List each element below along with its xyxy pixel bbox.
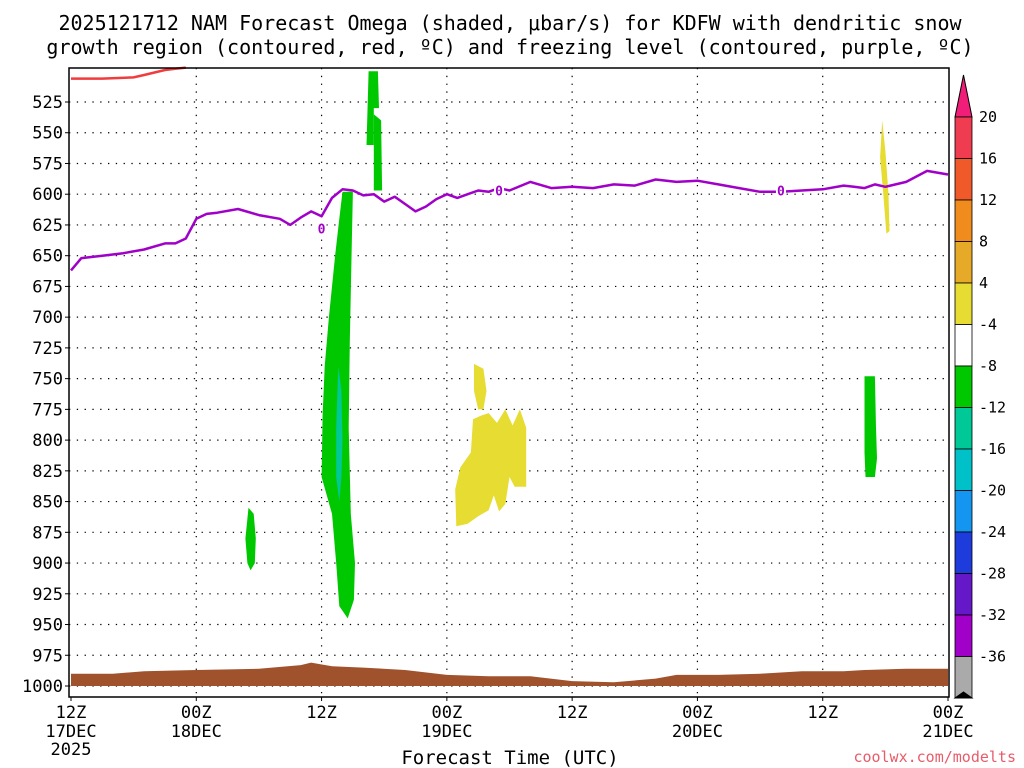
credit-text: coolwx.com/modelts — [853, 748, 1016, 766]
colorbar-label: -28 — [979, 565, 1006, 583]
omega-region-4 — [880, 120, 890, 234]
freezing-level-label-bg — [316, 220, 327, 237]
colorbar-label: -4 — [979, 316, 997, 334]
colorbar-label: -32 — [979, 606, 1006, 624]
y-tick-label: 725 — [32, 339, 63, 359]
colorbar-label: -36 — [979, 648, 1006, 666]
colorbar-swatch — [954, 241, 973, 284]
y-tick-label: 750 — [32, 370, 63, 390]
plot-frame — [68, 67, 950, 698]
x-tick-date-label: 17DEC — [45, 722, 96, 742]
omega-region--4 — [373, 114, 383, 191]
colorbar: 20 16 12 8 4 -4 -8 -12 -16 -20 -24 -28 -32 -36 — [953, 74, 1006, 699]
colorbar-swatch — [954, 116, 973, 159]
y-tick-label: 925 — [32, 585, 63, 605]
colorbar-label: -20 — [979, 482, 1006, 500]
y-tick-label: 950 — [32, 616, 63, 636]
y-tick-label: 650 — [32, 247, 63, 267]
x-tick-date-label: 21DEC — [922, 722, 973, 742]
y-tick-label: 700 — [32, 308, 63, 328]
x-tick-year-label: 2025 — [51, 740, 92, 760]
freezing-level-label-bg — [775, 182, 786, 199]
grid-lines — [65, 68, 949, 701]
x-tick-hour-label: 00Z — [181, 703, 212, 723]
colorbar-swatch — [954, 490, 973, 533]
y-axis-tick-labels: 525 550 575 600 625 650 675 700 725 750 775 800 825 8… — [22, 93, 63, 697]
colorbar-label: -12 — [979, 399, 1006, 417]
x-axis-label: Forecast Time (UTC) — [401, 747, 618, 768]
y-tick-label: 800 — [32, 431, 63, 451]
colorbar-label: 16 — [979, 150, 997, 168]
colorbar-swatch — [954, 407, 973, 450]
y-tick-label: 825 — [32, 462, 63, 482]
y-tick-label: 675 — [32, 277, 63, 297]
colorbar-swatch — [954, 531, 973, 574]
x-tick-hour-label: 12Z — [306, 703, 337, 723]
ground-layer — [71, 662, 948, 686]
contours: 0 0 0 — [70, 66, 949, 272]
x-tick-date-label: 18DEC — [171, 722, 222, 742]
y-tick-label: 975 — [32, 646, 63, 666]
colorbar-swatch — [954, 282, 973, 325]
y-tick-label: 1000 — [22, 677, 63, 697]
colorbar-label: 20 — [979, 108, 997, 126]
colorbar-swatch — [954, 158, 973, 201]
colorbar-swatch — [954, 199, 973, 242]
dgz-contour-line — [71, 66, 186, 80]
x-tick-hour-label: 00Z — [431, 703, 462, 723]
omega-shading — [245, 71, 890, 619]
x-tick-hour-label: 00Z — [682, 703, 713, 723]
y-tick-label: 775 — [32, 400, 63, 420]
ground-surface-mark — [71, 662, 948, 686]
colorbar-label: 8 — [979, 233, 988, 251]
colorbar-label: -24 — [979, 523, 1006, 541]
omega-region--4 — [366, 71, 379, 145]
freezing-level-label: 0 — [777, 185, 785, 200]
colorbar-swatch — [954, 365, 973, 408]
x-tick-date-label: 19DEC — [421, 722, 472, 742]
colorbar-swatch — [954, 448, 973, 491]
y-tick-label: 900 — [32, 554, 63, 574]
colorbar-label: 4 — [979, 274, 988, 292]
colorbar-swatch — [954, 614, 973, 657]
y-tick-label: 850 — [32, 493, 63, 513]
x-tick-date-label: 20DEC — [672, 722, 723, 742]
colorbar-label: 12 — [979, 191, 997, 209]
y-tick-label: 625 — [32, 216, 63, 236]
omega-region--4 — [864, 376, 877, 477]
y-tick-label: 575 — [32, 154, 63, 174]
freezing-level-line — [70, 169, 949, 272]
colorbar-label: -8 — [979, 357, 997, 375]
x-tick-hour-label: 12Z — [56, 703, 87, 723]
omega-region--4 — [245, 507, 256, 571]
y-tick-label: 550 — [32, 124, 63, 144]
y-tick-label: 600 — [32, 185, 63, 205]
omega-region-4 — [474, 363, 487, 410]
freezing-level-label: 0 — [318, 223, 326, 238]
colorbar-swatch — [954, 324, 973, 367]
colorbar-label: -16 — [979, 440, 1006, 458]
y-tick-label: 525 — [32, 93, 63, 113]
chart-title-line-1: 2025121712 NAM Forecast Omega (shaded, μ… — [58, 11, 962, 35]
x-tick-hour-label: 12Z — [807, 703, 838, 723]
omega-region--8 — [336, 366, 343, 502]
x-tick-hour-label: 00Z — [933, 703, 964, 723]
colorbar-swatch — [954, 573, 973, 616]
freezing-level-label-bg — [494, 182, 505, 199]
colorbar-top-arrow — [954, 74, 973, 118]
x-tick-hour-label: 12Z — [557, 703, 588, 723]
omega-region-4 — [455, 409, 527, 527]
freezing-level-label: 0 — [495, 185, 503, 200]
chart-title-line-2: growth region (contoured, red, ºC) and f… — [46, 35, 973, 59]
y-tick-label: 875 — [32, 523, 63, 543]
colorbar-bottom-arrow — [953, 691, 974, 699]
